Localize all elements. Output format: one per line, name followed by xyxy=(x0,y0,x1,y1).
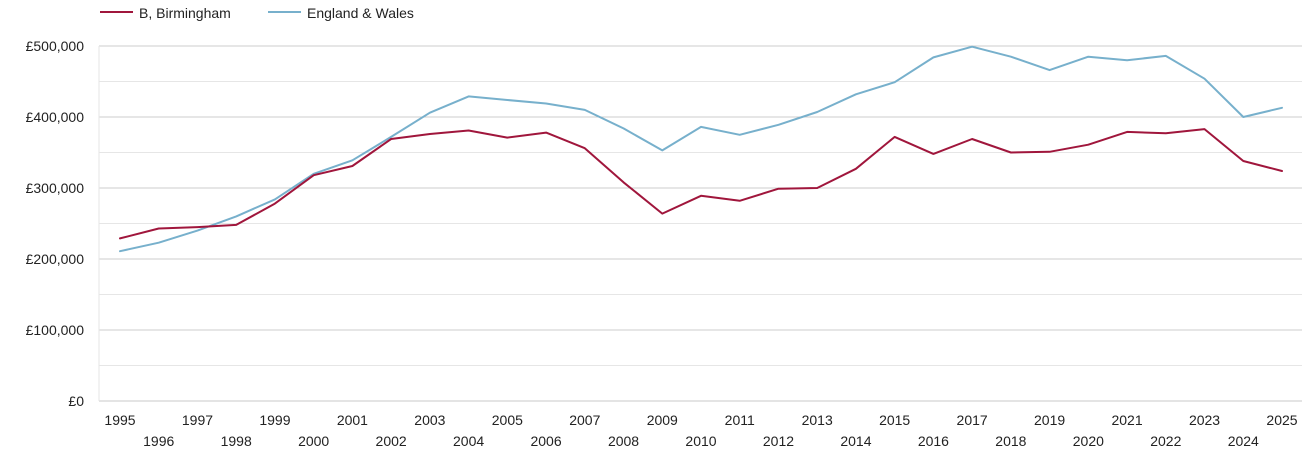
x-tick-label: 2013 xyxy=(802,412,833,428)
x-tick-label: 2014 xyxy=(840,433,871,449)
x-tick-label: 2004 xyxy=(453,433,484,449)
series-line-1 xyxy=(119,45,1283,253)
x-tick-label: 2017 xyxy=(957,412,988,428)
x-tick-label: 2020 xyxy=(1073,433,1104,449)
x-tick-label: 2023 xyxy=(1189,412,1220,428)
x-axis-ticks: 1995 1996 1997 1998 1999 2000 2001 2002 2003 2004… xyxy=(104,412,1297,449)
y-axis-ticks: £0 £100,000 £200,000 £300,000 £400,000 £500,0… xyxy=(26,38,85,409)
x-tick-label: 2000 xyxy=(298,433,329,449)
x-tick-label: 2016 xyxy=(918,433,949,449)
x-tick-label: 2021 xyxy=(1111,412,1142,428)
x-tick-label: 2018 xyxy=(995,433,1026,449)
x-tick-label: 2022 xyxy=(1150,433,1181,449)
x-tick-label: 2025 xyxy=(1266,412,1297,428)
y-tick-label: £300,000 xyxy=(26,180,85,196)
legend-label: England & Wales xyxy=(307,5,414,21)
legend: B, Birmingham England & Wales xyxy=(100,5,414,21)
x-tick-label: 2001 xyxy=(337,412,368,428)
legend-item: B, Birmingham xyxy=(100,5,231,21)
x-tick-label: 2002 xyxy=(376,433,407,449)
gridlines xyxy=(98,45,1302,402)
x-tick-label: 2007 xyxy=(569,412,600,428)
x-tick-label: 2010 xyxy=(685,433,716,449)
y-tick-label: £500,000 xyxy=(26,38,85,54)
x-tick-label: 1998 xyxy=(221,433,252,449)
x-tick-label: 2008 xyxy=(608,433,639,449)
x-tick-label: 2005 xyxy=(492,412,523,428)
x-tick-label: 2006 xyxy=(530,433,561,449)
y-tick-label: £100,000 xyxy=(26,322,85,338)
x-tick-label: 2019 xyxy=(1034,412,1065,428)
x-tick-label: 1995 xyxy=(104,412,135,428)
series-line-0 xyxy=(119,128,1283,240)
x-tick-label: 1999 xyxy=(259,412,290,428)
x-tick-label: 2024 xyxy=(1228,433,1259,449)
x-tick-label: 2012 xyxy=(763,433,794,449)
y-tick-label: £200,000 xyxy=(26,251,85,267)
series-lines xyxy=(119,45,1283,253)
legend-label: B, Birmingham xyxy=(139,5,231,21)
x-tick-label: 2003 xyxy=(414,412,445,428)
x-tick-label: 2011 xyxy=(725,412,755,428)
y-tick-label: £400,000 xyxy=(26,109,85,125)
x-tick-label: 1996 xyxy=(143,433,174,449)
x-tick-label: 1997 xyxy=(182,412,213,428)
x-tick-label: 2009 xyxy=(647,412,678,428)
y-tick-label: £0 xyxy=(68,393,84,409)
x-tick-label: 2015 xyxy=(879,412,910,428)
legend-item: England & Wales xyxy=(268,5,414,21)
